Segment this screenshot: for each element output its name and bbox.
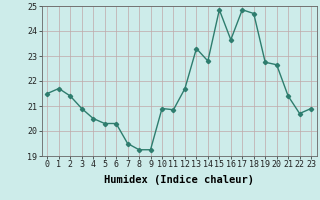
X-axis label: Humidex (Indice chaleur): Humidex (Indice chaleur) [104,175,254,185]
